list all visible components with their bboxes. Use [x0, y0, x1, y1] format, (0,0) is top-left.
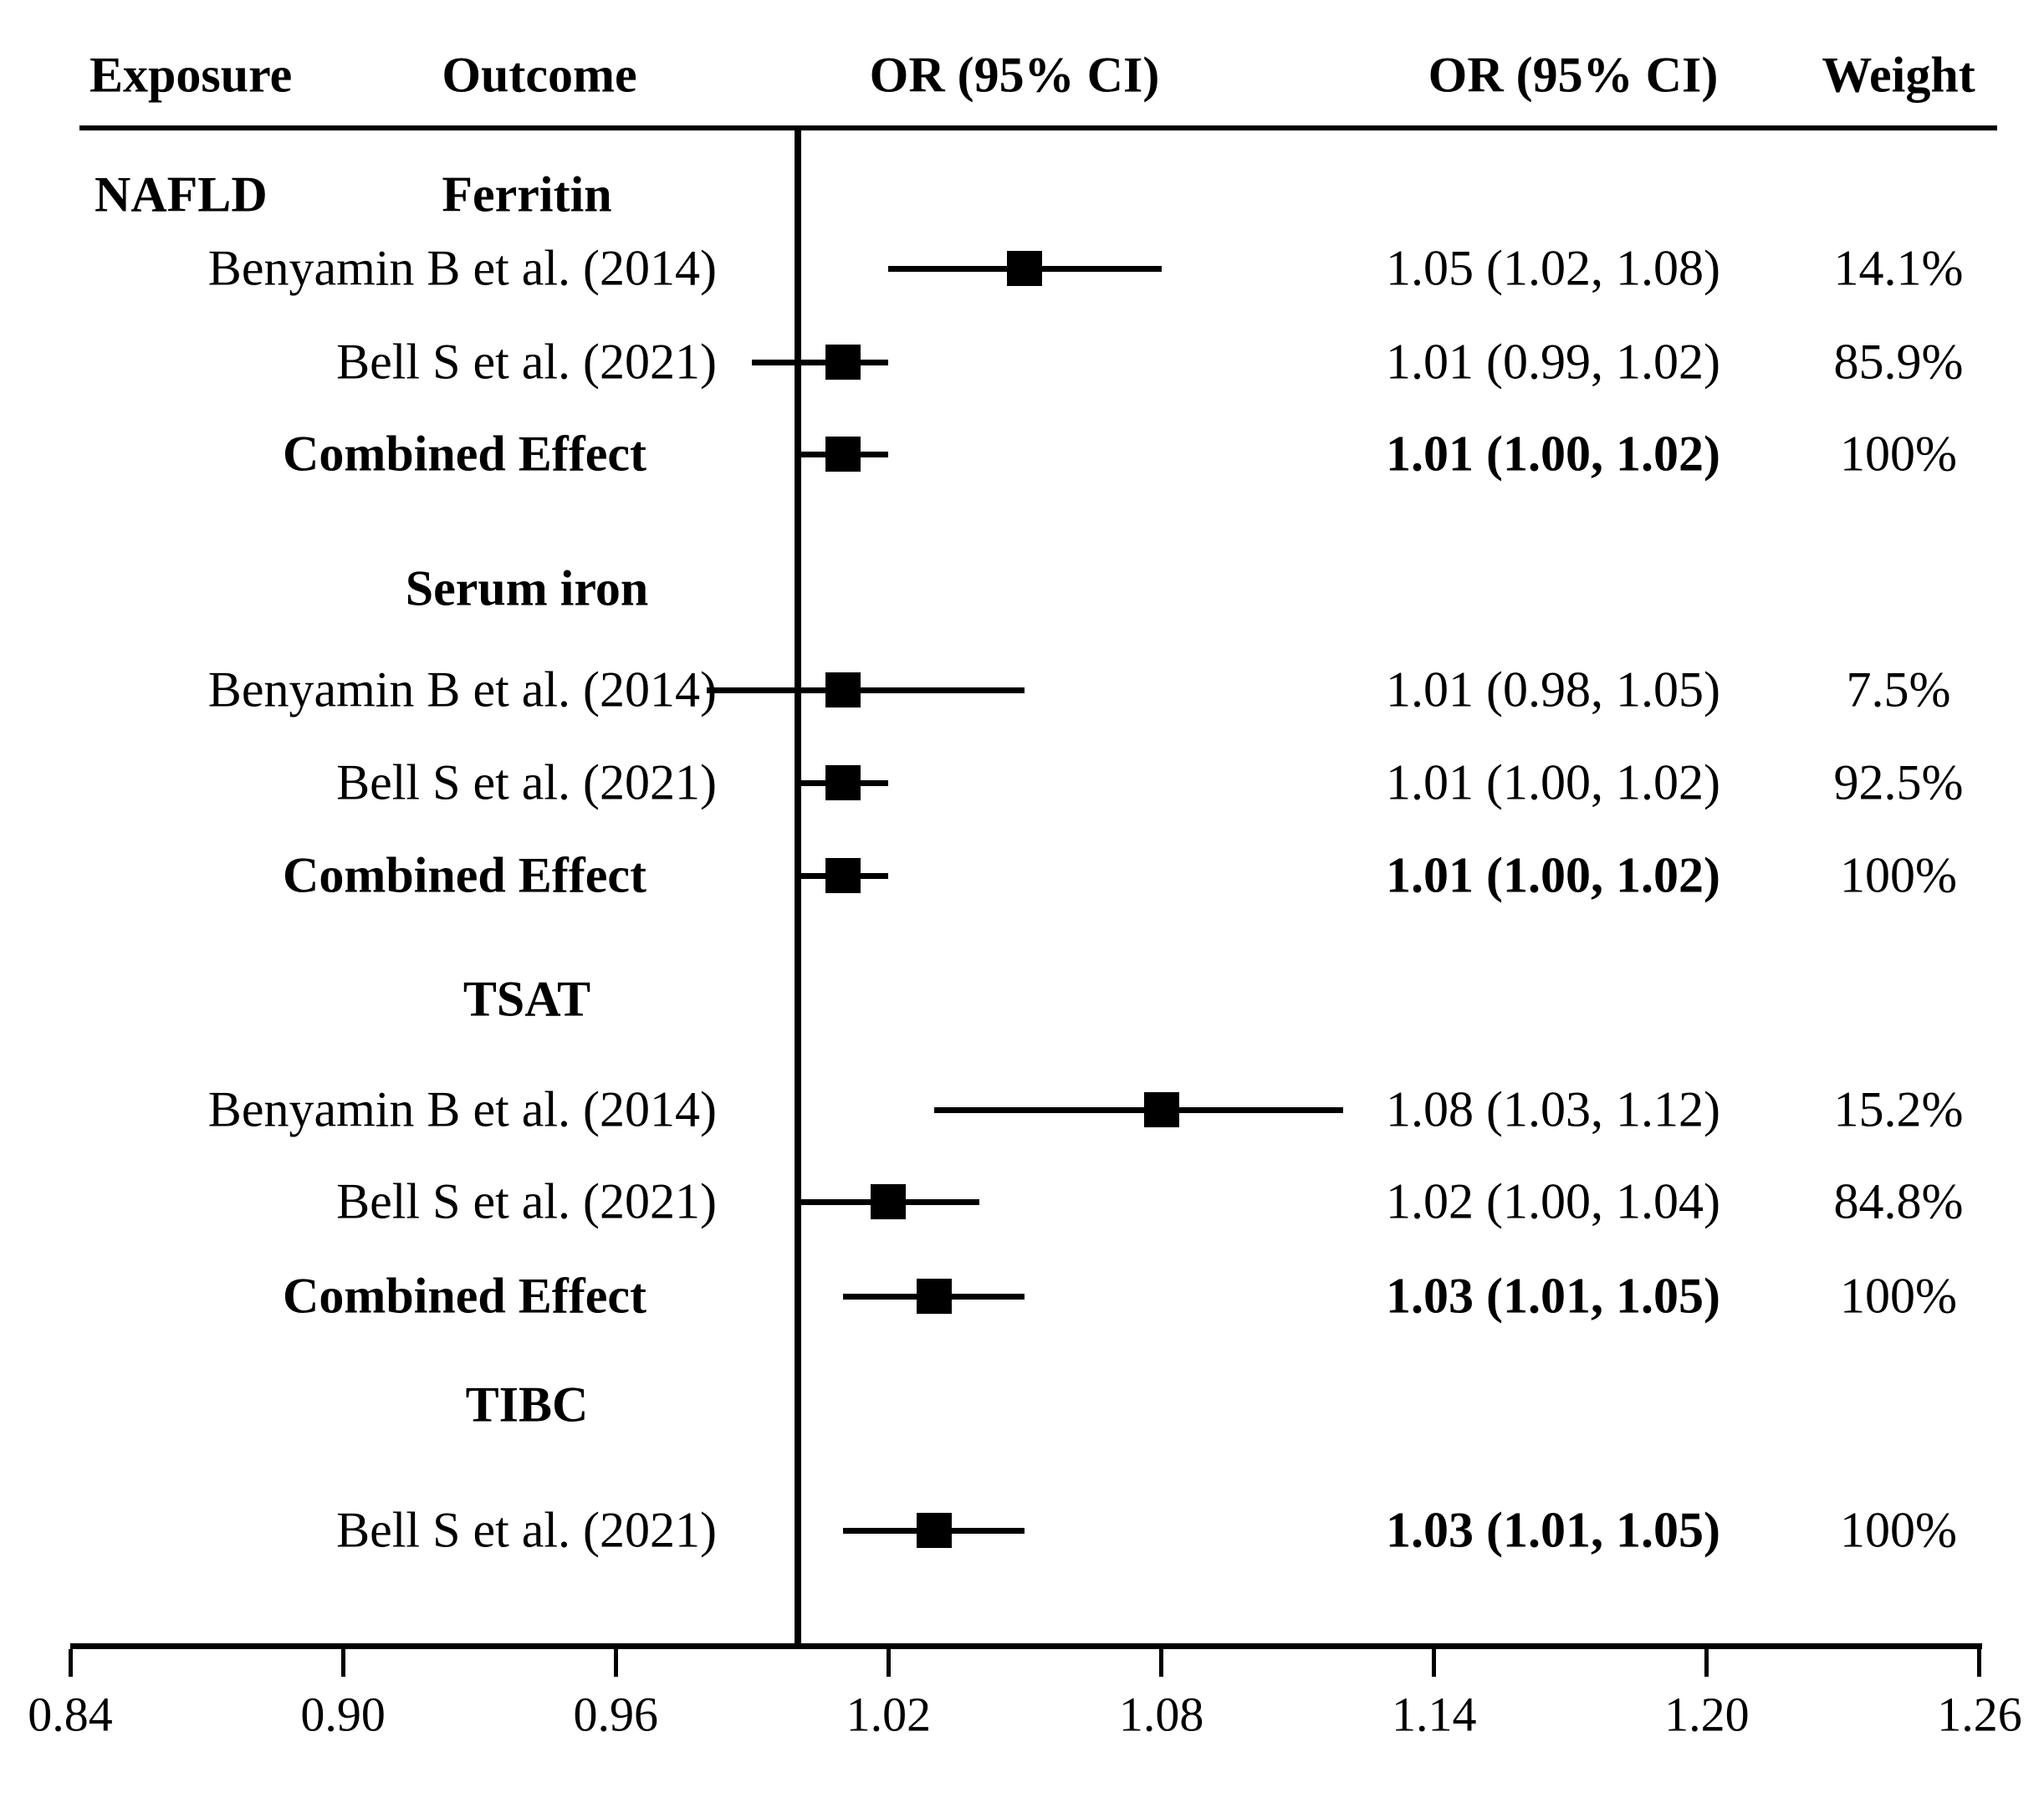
point-estimate-marker [1143, 1092, 1179, 1127]
header-rule [79, 125, 1997, 130]
x-tick [613, 1649, 618, 1677]
weight-value: 92.5% [1833, 754, 1964, 810]
x-tick [1977, 1649, 1982, 1677]
study-label: Benyamin B et al. (2014) [207, 1081, 717, 1137]
study-label: Bell S et al. (2021) [336, 754, 717, 810]
ci-line [706, 687, 1025, 693]
weight-value: 14.1% [1833, 240, 1964, 296]
outcome-header-tibc: TIBC [465, 1377, 589, 1433]
weight-value: 100% [1840, 1268, 1957, 1324]
x-tick [1432, 1649, 1437, 1677]
ci-line [752, 359, 889, 365]
weight-value: 85.9% [1833, 334, 1964, 390]
study-label: Combined Effect [283, 1268, 646, 1324]
point-estimate-marker [825, 858, 861, 893]
point-estimate-marker [825, 345, 861, 380]
x-tick [68, 1649, 73, 1677]
null-reference-line [795, 128, 801, 1649]
x-tick-label: 1.20 [1664, 1687, 1750, 1742]
study-label: Benyamin B et al. (2014) [207, 661, 717, 718]
x-tick [340, 1649, 345, 1677]
x-tick-label: 0.90 [300, 1687, 386, 1742]
weight-value: 100% [1840, 847, 1957, 903]
or-ci-value: 1.03 (1.01, 1.05) [1386, 1502, 1720, 1558]
column-header-exposure: Exposure [89, 47, 293, 103]
column-header-weight: Weight [1822, 47, 1975, 103]
x-tick-label: 1.08 [1118, 1687, 1204, 1742]
x-tick-label: 1.02 [846, 1687, 932, 1742]
or-ci-value: 1.01 (1.00, 1.02) [1386, 847, 1720, 903]
or-ci-value: 1.08 (1.03, 1.12) [1386, 1081, 1720, 1137]
study-label: Combined Effect [283, 426, 646, 482]
x-axis-line [70, 1643, 1982, 1649]
x-tick-label: 0.96 [573, 1687, 659, 1742]
outcome-header-tsat: TSAT [462, 971, 591, 1027]
column-header-or-ci-text: OR (95% CI) [1428, 47, 1719, 103]
or-ci-value: 1.01 (1.00, 1.02) [1386, 426, 1720, 482]
ci-line [933, 1106, 1343, 1113]
outcome-header-ferritin: Ferritin [442, 166, 612, 222]
or-ci-value: 1.03 (1.01, 1.05) [1386, 1268, 1720, 1324]
point-estimate-marker [825, 672, 861, 707]
point-estimate-marker [916, 1279, 952, 1314]
x-tick [1704, 1649, 1709, 1677]
weight-value: 100% [1840, 426, 1957, 482]
x-tick-label: 1.14 [1391, 1687, 1477, 1742]
weight-value: 7.5% [1846, 661, 1951, 718]
point-estimate-marker [916, 1513, 952, 1548]
x-tick [886, 1649, 891, 1677]
study-label: Benyamin B et al. (2014) [207, 240, 717, 296]
weight-value: 100% [1840, 1502, 1957, 1558]
study-label: Bell S et al. (2021) [336, 1173, 717, 1229]
weight-value: 15.2% [1833, 1081, 1964, 1137]
weight-value: 84.8% [1833, 1173, 1964, 1229]
exposure-group-label: NAFLD [95, 166, 268, 222]
or-ci-value: 1.02 (1.00, 1.04) [1386, 1173, 1720, 1229]
outcome-header-serum-iron: Serum iron [405, 560, 649, 616]
or-ci-value: 1.01 (0.98, 1.05) [1386, 661, 1720, 718]
x-tick [1159, 1649, 1164, 1677]
study-label: Combined Effect [283, 847, 646, 903]
point-estimate-marker [825, 437, 861, 472]
x-tick-label: 0.84 [28, 1687, 113, 1742]
column-header-or-ci-plot: OR (95% CI) [869, 47, 1160, 103]
or-ci-value: 1.01 (1.00, 1.02) [1386, 754, 1720, 810]
point-estimate-marker [825, 765, 861, 800]
point-estimate-marker [871, 1184, 907, 1219]
or-ci-value: 1.05 (1.02, 1.08) [1386, 240, 1720, 296]
study-label: Bell S et al. (2021) [336, 334, 717, 390]
x-tick-label: 1.26 [1937, 1687, 2022, 1742]
column-header-outcome: Outcome [442, 47, 637, 103]
or-ci-value: 1.01 (0.99, 1.02) [1386, 334, 1720, 390]
point-estimate-marker [1007, 251, 1043, 286]
study-label: Bell S et al. (2021) [336, 1502, 717, 1558]
